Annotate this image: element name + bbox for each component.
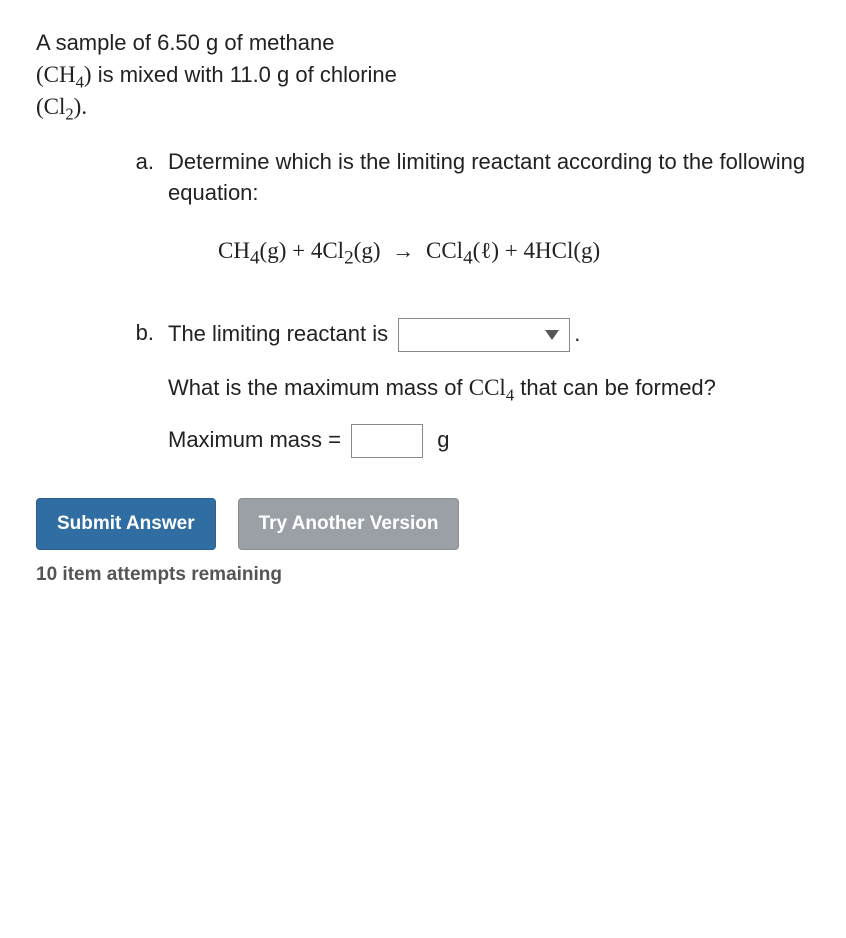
part-a-marker: a. — [126, 147, 154, 296]
part-b-body: The limiting reactant is . What is the m… — [168, 318, 810, 458]
formula-ch4: (CH4) — [36, 62, 92, 87]
q2-pre: What is the maximum mass of — [168, 375, 469, 400]
eq-r1: CH — [218, 238, 250, 263]
part-a-text: Determine which is the limiting reactant… — [168, 147, 810, 209]
eq-p2: HCl — [535, 238, 573, 263]
max-mass-row: Maximum mass = g — [168, 424, 810, 458]
eq-p2-state: (g) — [573, 238, 600, 263]
eq-p1-state-sym: ℓ — [480, 238, 491, 263]
intro-line-1: A sample of 6.50 g of methane — [36, 28, 810, 59]
eq-plus1: + — [286, 238, 310, 263]
part-a-body: Determine which is the limiting reactant… — [168, 147, 810, 296]
eq-coef2: 4 — [311, 238, 323, 263]
intro-end: of chlorine — [289, 62, 397, 87]
ch4-sub: 4 — [76, 72, 84, 91]
ch4-close: ) — [84, 62, 92, 87]
intro-mass-methane: 6.50 g — [157, 30, 218, 55]
part-b-lead: The limiting reactant is — [168, 321, 394, 346]
intro-mid: is mixed with — [92, 62, 230, 87]
q2-post: that can be formed? — [514, 375, 716, 400]
problem-intro: A sample of 6.50 g of methane (CH4) is m… — [36, 28, 810, 123]
eq-coef4: 4 — [524, 238, 536, 263]
part-a: a. Determine which is the limiting react… — [126, 147, 810, 296]
chevron-down-icon — [545, 330, 559, 340]
intro-post1: of methane — [218, 30, 334, 55]
try-another-version-button[interactable]: Try Another Version — [238, 498, 460, 550]
eq-r1-state: (g) — [260, 238, 287, 263]
formula-cl2: (Cl2). — [36, 94, 87, 119]
part-b-period: . — [574, 321, 580, 346]
part-b-q2: What is the maximum mass of CCl4 that ca… — [168, 372, 810, 404]
cl2-open: (Cl — [36, 94, 65, 119]
q2-chem: CCl — [469, 375, 506, 400]
eq-r2-state: (g) — [354, 238, 381, 263]
eq-arrow: → — [386, 236, 420, 267]
q2-sub: 4 — [506, 386, 514, 405]
eq-plus2: + — [499, 238, 523, 263]
reaction-equation: CH4(g) + 4Cl2(g) → CCl4(ℓ) + 4HCl(g) — [218, 235, 810, 272]
button-row: Submit Answer Try Another Version — [36, 498, 810, 550]
limiting-reactant-select[interactable] — [398, 318, 570, 352]
max-mass-input[interactable] — [351, 424, 423, 458]
cl2-close: ). — [74, 94, 87, 119]
q2-formula: CCl4 — [469, 375, 514, 400]
part-b-marker: b. — [126, 318, 154, 458]
attempts-remaining: 10 item attempts remaining — [36, 562, 810, 589]
eq-r2-sub: 2 — [344, 247, 354, 268]
cl2-sub: 2 — [65, 105, 73, 124]
parts-list: a. Determine which is the limiting react… — [126, 147, 810, 458]
intro-pre: A sample of — [36, 30, 157, 55]
eq-p1-state-close: ) — [491, 238, 499, 263]
eq-p1: CCl — [426, 238, 463, 263]
intro-line-3: (Cl2). — [36, 91, 810, 123]
eq-r1-sub: 4 — [250, 247, 260, 268]
intro-mass-chlorine: 11.0 g — [230, 62, 290, 87]
intro-line-2: (CH4) is mixed with 11.0 g of chlorine — [36, 59, 810, 91]
part-b-line1: The limiting reactant is . — [168, 318, 810, 352]
eq-p1-sub: 4 — [463, 247, 473, 268]
submit-answer-button[interactable]: Submit Answer — [36, 498, 216, 550]
part-b: b. The limiting reactant is . What is th… — [126, 318, 810, 458]
unit-g: g — [437, 427, 449, 452]
max-mass-label: Maximum mass = — [168, 427, 347, 452]
eq-r2: Cl — [322, 238, 344, 263]
ch4-open: (CH — [36, 62, 76, 87]
